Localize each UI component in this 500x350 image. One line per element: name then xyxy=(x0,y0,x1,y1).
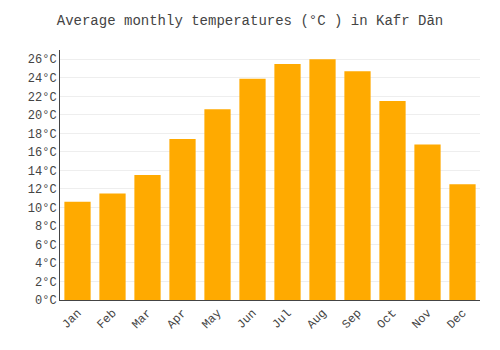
svg-text:12°C: 12°C xyxy=(28,183,57,197)
svg-text:10°C: 10°C xyxy=(28,202,57,216)
svg-text:Jun: Jun xyxy=(234,307,259,332)
svg-text:8°C: 8°C xyxy=(35,220,57,234)
svg-text:18°C: 18°C xyxy=(28,128,57,142)
svg-text:16°C: 16°C xyxy=(28,146,57,160)
svg-text:20°C: 20°C xyxy=(28,109,57,123)
svg-text:24°C: 24°C xyxy=(28,72,57,86)
svg-text:Jan: Jan xyxy=(59,307,84,332)
svg-text:2°C: 2°C xyxy=(35,276,57,290)
svg-text:Aug: Aug xyxy=(304,307,329,332)
svg-text:Nov: Nov xyxy=(409,307,434,332)
svg-text:Oct: Oct xyxy=(374,307,399,332)
svg-text:14°C: 14°C xyxy=(28,165,57,179)
svg-text:22°C: 22°C xyxy=(28,91,57,105)
svg-text:4°C: 4°C xyxy=(35,257,57,271)
svg-text:0°C: 0°C xyxy=(35,294,57,308)
svg-text:26°C: 26°C xyxy=(28,53,57,67)
svg-text:6°C: 6°C xyxy=(35,239,57,253)
svg-text:Feb: Feb xyxy=(94,307,119,332)
svg-text:Sep: Sep xyxy=(339,307,364,332)
svg-text:Mar: Mar xyxy=(129,307,154,332)
svg-text:Apr: Apr xyxy=(164,307,189,332)
svg-text:May: May xyxy=(199,307,224,332)
svg-text:Dec: Dec xyxy=(444,307,469,332)
svg-text:Average monthly temperatures (: Average monthly temperatures (°C ) in Ka… xyxy=(57,13,443,29)
svg-text:Jul: Jul xyxy=(269,307,294,332)
